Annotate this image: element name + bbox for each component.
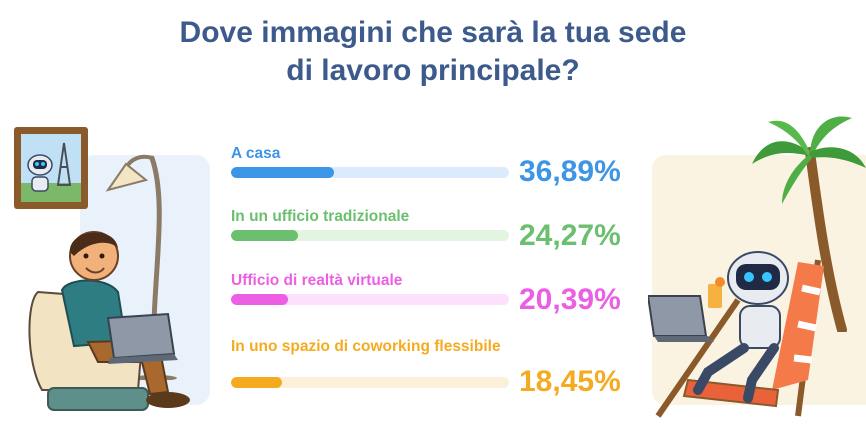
- value-label-coworking: 18,45%: [519, 365, 621, 398]
- chart-title: Dove immagini che sarà la tua sede di la…: [0, 14, 866, 90]
- value-label-realta-virtuale: 20,39%: [519, 283, 621, 316]
- value-label-ufficio-tradizionale: 24,27%: [519, 219, 621, 252]
- title-line-1: Dove immagini che sarà la tua sede: [179, 16, 687, 49]
- bar-track-a-casa: [231, 167, 509, 178]
- framed-picture-robot-eiffel: [14, 127, 88, 209]
- category-label-a-casa: A casa: [231, 145, 281, 162]
- value-label-a-casa: 36,89%: [519, 155, 621, 188]
- bar-track-ufficio-tradizionale: [231, 230, 509, 241]
- title-line-2: di lavoro principale?: [286, 54, 580, 87]
- bar-fill-a-casa: [231, 167, 334, 178]
- category-label-ufficio-tradizionale: In un ufficio tradizionale: [231, 208, 410, 225]
- bar-fill-coworking: [231, 377, 283, 388]
- palm-tree: [752, 116, 866, 332]
- bar-track-coworking: [231, 377, 509, 388]
- bar-fill-realta-virtuale: [231, 294, 288, 305]
- man-armchair-laptop: [28, 231, 190, 411]
- category-label-realta-virtuale: Ufficio di realtà virtuale: [231, 272, 403, 289]
- robot-deck-chair-laptop: [648, 251, 824, 418]
- category-label-coworking: In uno spazio di coworking flessibile: [231, 338, 501, 355]
- bar-fill-ufficio-tradizionale: [231, 230, 299, 241]
- bar-track-realta-virtuale: [231, 294, 509, 305]
